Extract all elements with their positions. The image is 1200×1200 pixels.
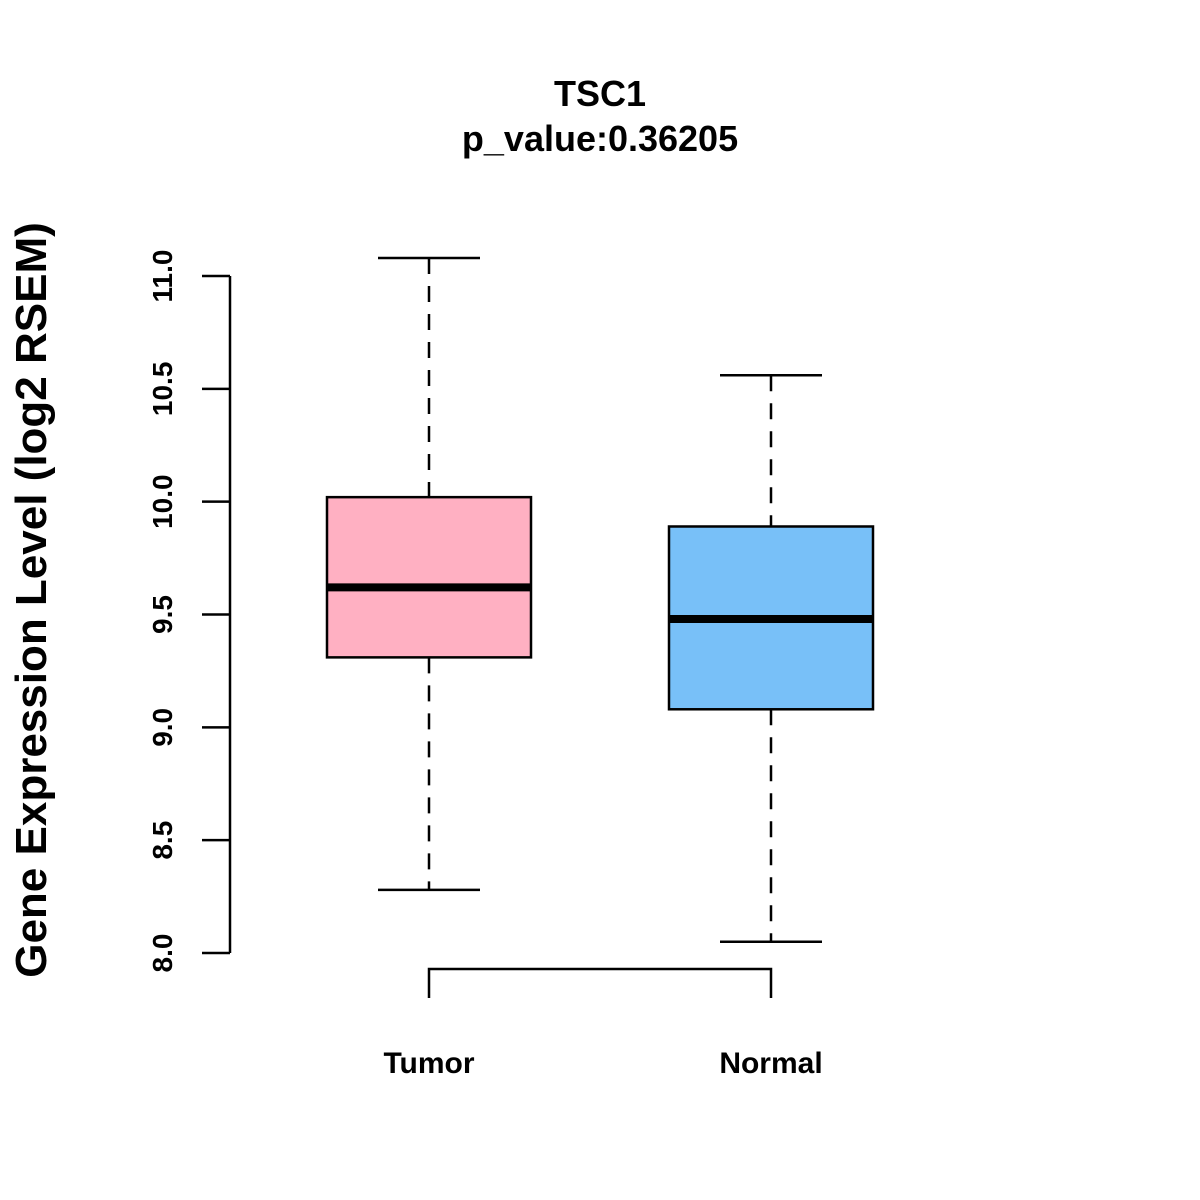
y-tick-label: 10.0 <box>147 474 178 528</box>
category-label-tumor: Tumor <box>383 1047 474 1080</box>
iqr-box <box>325 495 533 659</box>
box-normal <box>667 374 875 943</box>
y-tick-label: 11.0 <box>147 250 178 303</box>
comparison-bracket <box>427 967 773 998</box>
y-tick-label: 8.5 <box>147 821 178 860</box>
y-axis: 8.0 8.5 9.0 9.5 10.0 10.5 11.0 <box>147 250 232 973</box>
box-tumor <box>325 256 533 892</box>
chart-subtitle: p_value:0.36205 <box>462 118 738 159</box>
y-tick-label: 9.0 <box>147 708 178 747</box>
y-tick-label: 8.0 <box>147 934 178 973</box>
y-tick-label: 10.5 <box>147 362 178 417</box>
box-series <box>325 256 875 943</box>
y-tick-label: 9.5 <box>147 595 178 634</box>
x-axis-categories: Tumor Normal <box>383 1047 822 1080</box>
chart-title: TSC1 <box>554 73 646 114</box>
y-axis-label: Gene Expression Level (log2 RSEM) <box>7 222 56 978</box>
bracket-line <box>427 967 773 998</box>
category-label-normal: Normal <box>719 1047 822 1080</box>
